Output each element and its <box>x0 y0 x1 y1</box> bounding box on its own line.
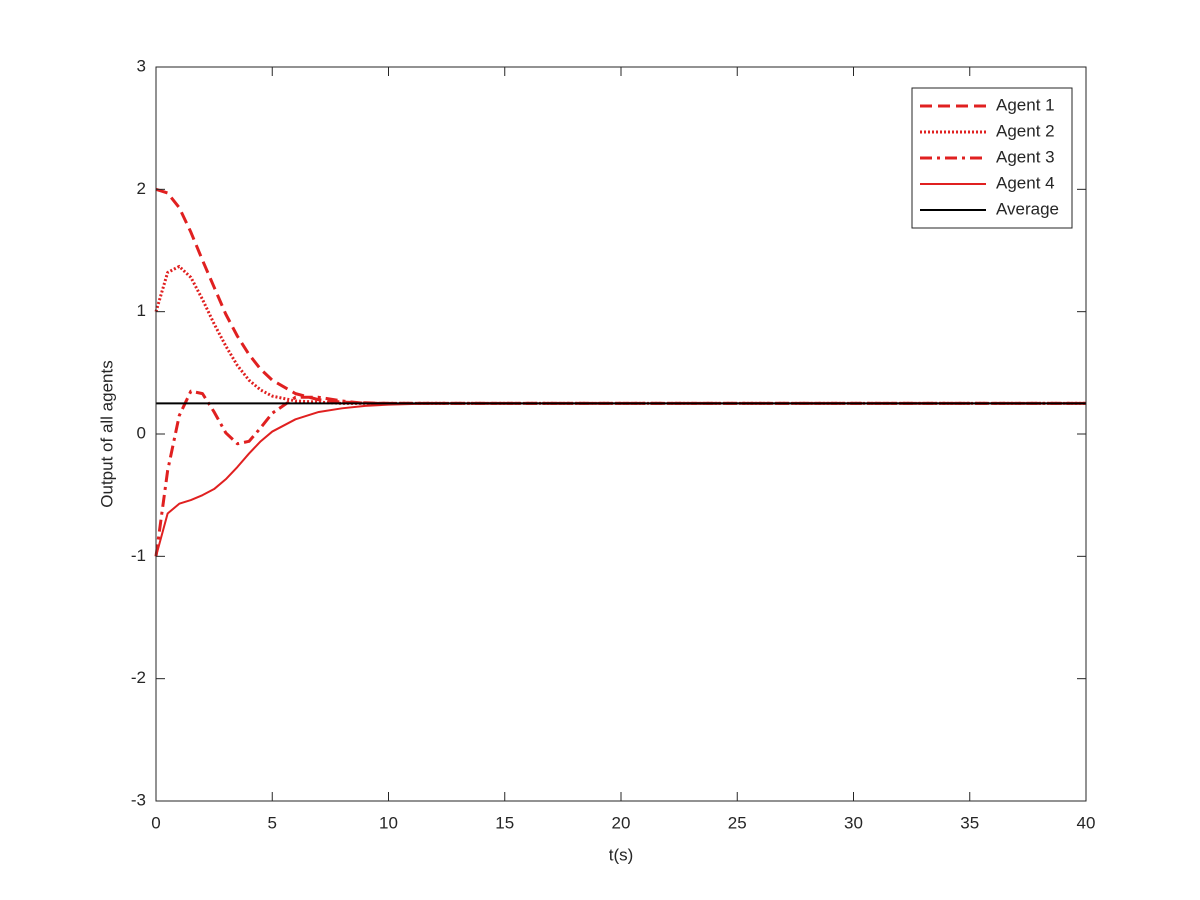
x-tick-label: 20 <box>612 813 631 832</box>
x-tick-label: 10 <box>379 813 398 832</box>
legend-label: Agent 1 <box>996 95 1055 114</box>
x-tick-label: 15 <box>495 813 514 832</box>
x-axis-label: t(s) <box>609 845 634 864</box>
y-tick-label: -2 <box>131 668 146 687</box>
y-tick-label: 3 <box>137 56 146 75</box>
x-tick-label: 30 <box>844 813 863 832</box>
legend-label: Agent 3 <box>996 147 1055 166</box>
x-tick-label: 35 <box>960 813 979 832</box>
x-tick-label: 40 <box>1077 813 1096 832</box>
y-tick-label: -1 <box>131 546 146 565</box>
y-tick-label: 2 <box>137 179 146 198</box>
series-line <box>154 264 1086 405</box>
y-tick-label: 0 <box>137 423 146 442</box>
x-tick-label: 5 <box>268 813 277 832</box>
legend-label: Agent 4 <box>996 173 1055 192</box>
y-tick-label: -3 <box>131 790 146 809</box>
legend-label: Average <box>996 199 1059 218</box>
legend-label: Agent 2 <box>996 121 1055 140</box>
y-axis-label: Output of all agents <box>97 360 116 507</box>
x-tick-label: 25 <box>728 813 747 832</box>
y-tick-label: 1 <box>137 301 146 320</box>
x-tick-label: 0 <box>151 813 160 832</box>
